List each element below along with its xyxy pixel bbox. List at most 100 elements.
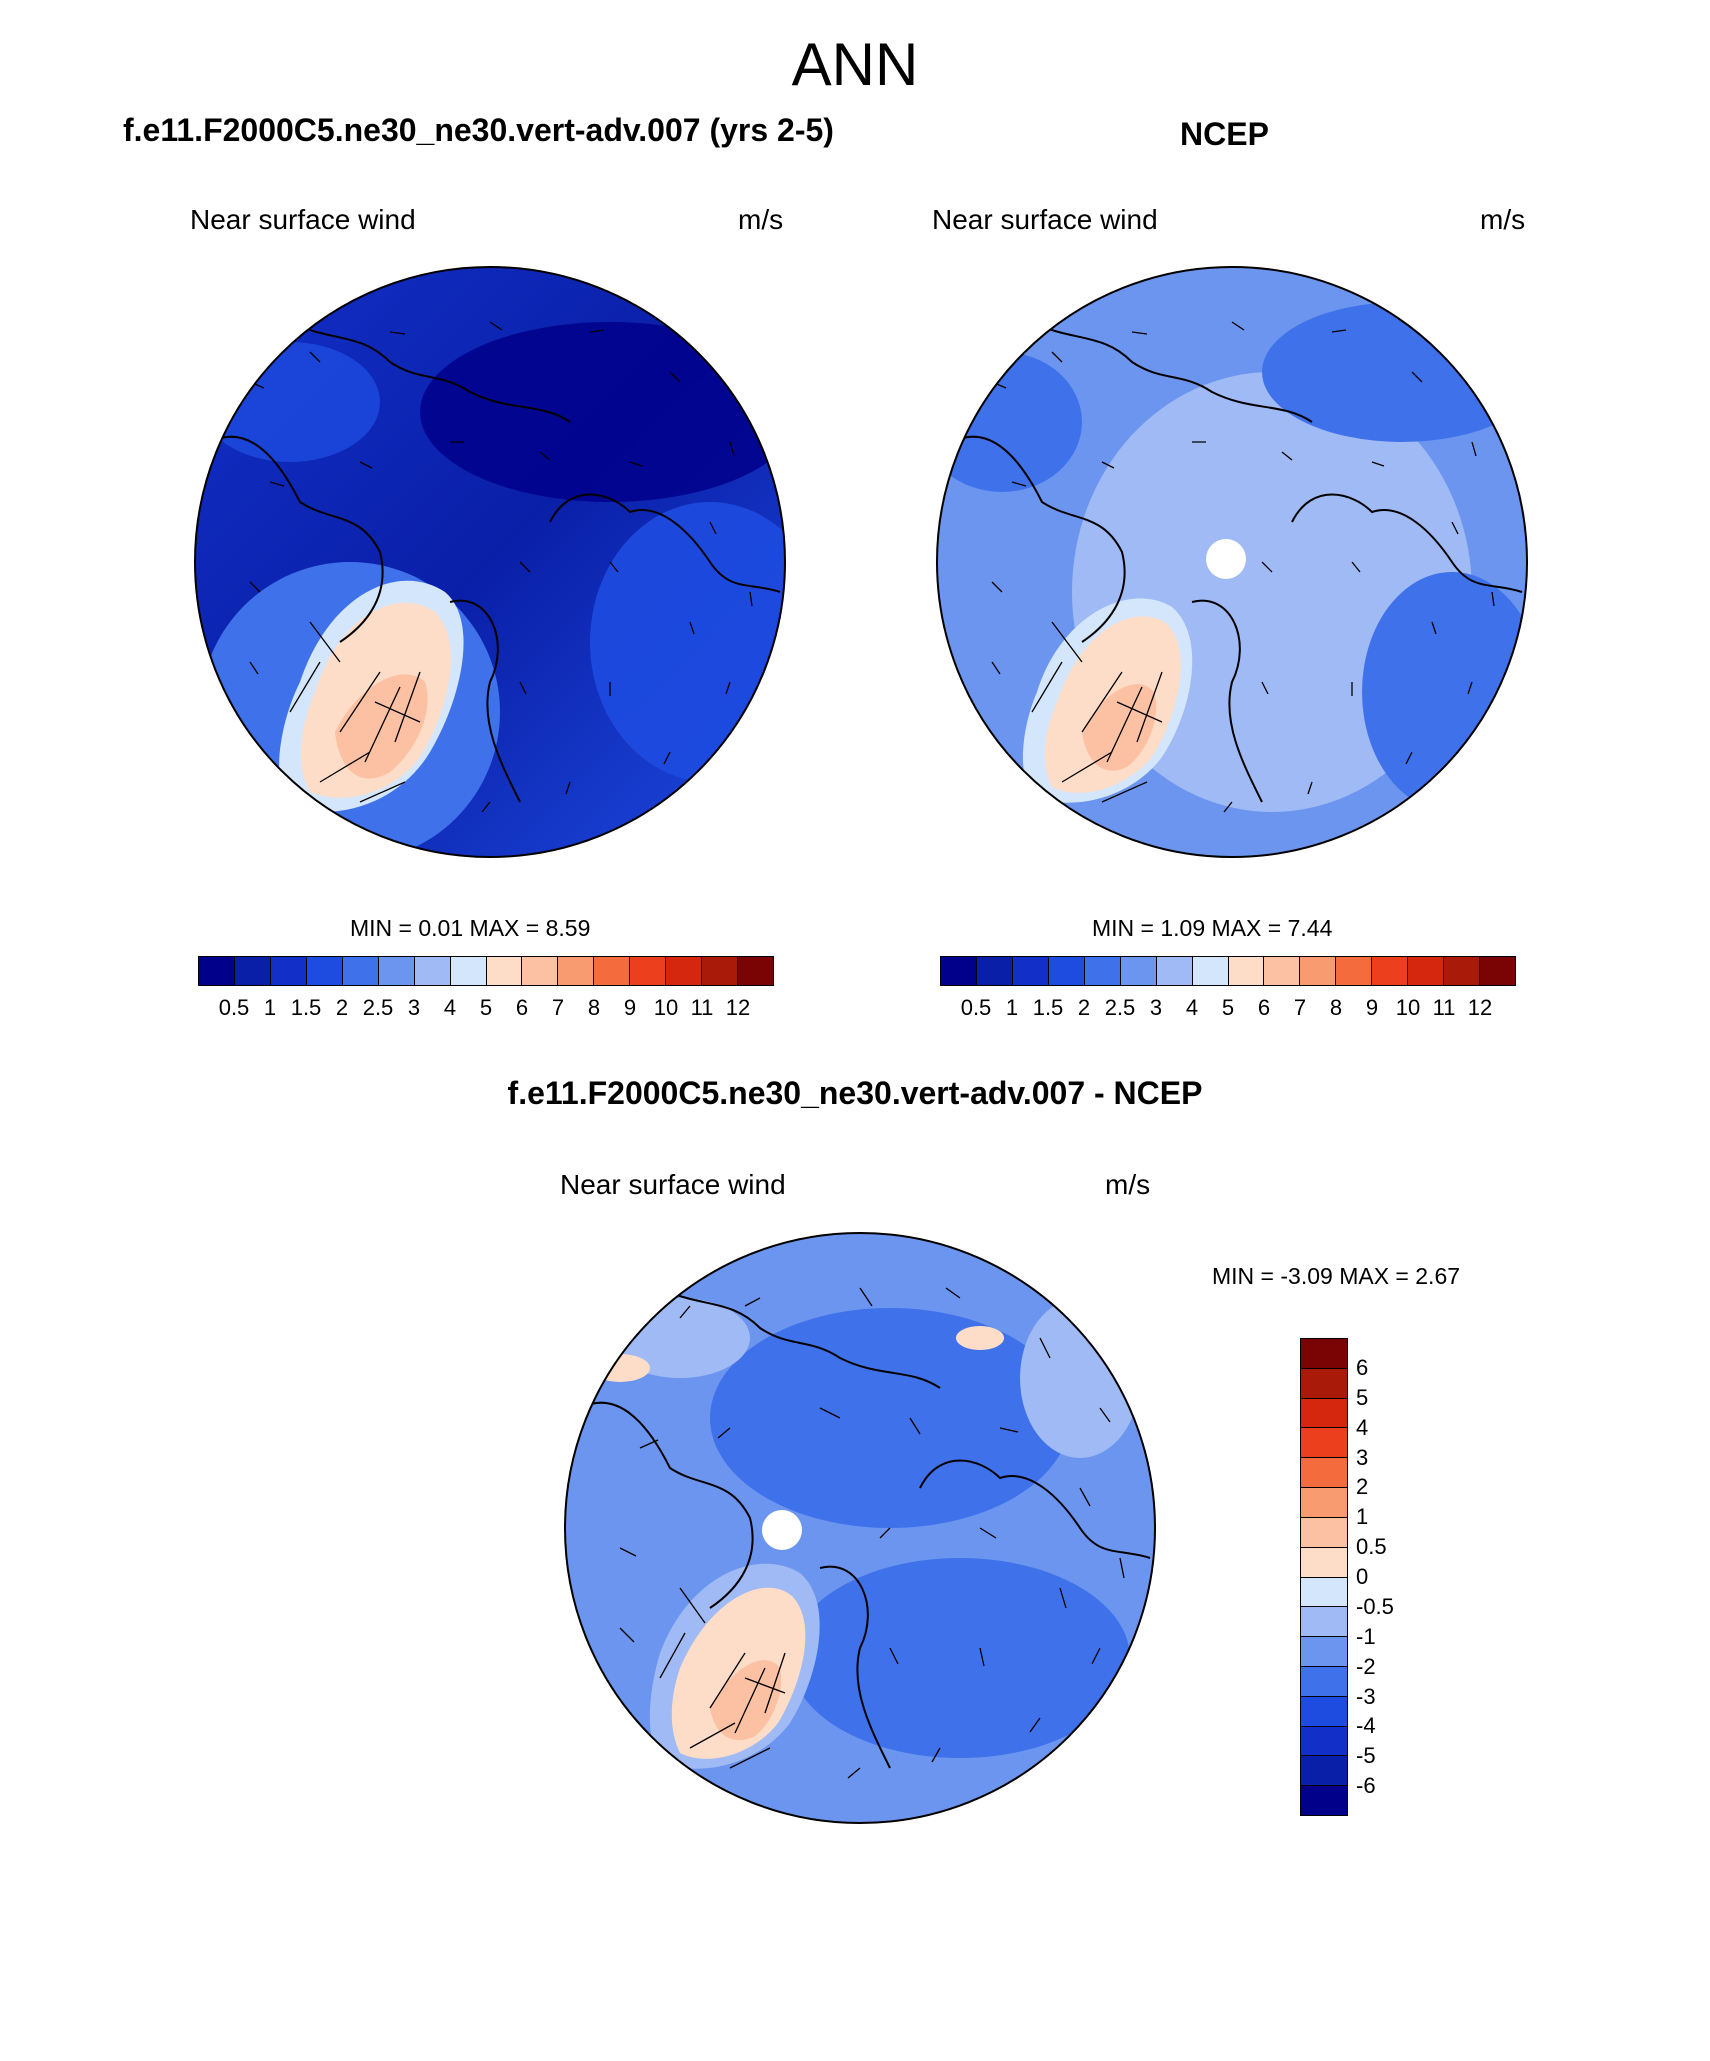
colorbar-segment [1480,957,1515,985]
diff-min-label: MIN = [1212,1263,1281,1289]
ncep-max-value: 7.44 [1287,915,1333,941]
colorbar-tick-label: 4 [1356,1414,1369,1440]
colorbar-segment [1336,957,1373,985]
diff-eastern-region [1020,1298,1140,1458]
colorbar-tick-label: 5 [1356,1384,1369,1410]
ncep-min-value: 1.09 [1160,915,1206,941]
colorbar-segment [414,957,451,985]
diff-map-boundary [564,1232,1156,1824]
model-max-label: MAX = [469,915,546,941]
colorbar-tick-label: -1 [1356,1623,1376,1649]
colorbar-tick-label: 8 [587,995,601,1020]
colorbar-tick-label: 10 [653,995,679,1020]
colorbar-segment [1301,1637,1347,1667]
colorbar-segment [450,957,487,985]
diff-positive-patch-2 [956,1326,1004,1350]
colorbar-tick-label: 1.5 [290,995,322,1020]
ncep-panel-title: NCEP [1180,116,1269,152]
colorbar-tick-label: 0.5 [218,995,250,1020]
colorbar-segment [1048,957,1085,985]
model-minmax: MIN = 0.01 MAX = 8.59 [350,914,590,942]
colorbar-segment [486,957,523,985]
ncep-variable-label: Near surface wind [932,204,1158,235]
colorbar-segment [1156,957,1193,985]
colorbar-segment [1301,1517,1347,1548]
colorbar-segment [1301,1368,1347,1399]
colorbar-segment [1012,957,1049,985]
colorbar-tick-label: 6 [1257,995,1271,1020]
ncep-pole-hole [1206,539,1246,579]
colorbar-tick-label: 2.5 [1104,995,1136,1020]
colorbar-segment [1301,1547,1347,1578]
ncep-map-boundary [936,266,1528,858]
ncep-greenland-max [1082,684,1157,771]
diff-units-label: m/s [1105,1169,1151,1200]
colorbar-segment [1084,957,1121,985]
ncep-colorbar [940,956,1516,986]
colorbar-segment [1301,1786,1347,1815]
colorbar-segment [630,957,667,985]
colorbar-tick-label: 0 [1356,1564,1369,1589]
ncep-wind-vectors [991,321,1495,813]
colorbar-segment [594,957,631,985]
colorbar-segment [522,957,559,985]
model-wind-vectors [249,321,753,813]
colorbar-tick-label: -6 [1356,1773,1376,1799]
colorbar-segment [1408,957,1445,985]
colorbar-segment [1301,1726,1347,1757]
colorbar-segment [306,957,343,985]
colorbar-tick-label: 2.5 [362,995,394,1020]
colorbar-tick-label: 4 [443,995,457,1020]
colorbar-tick-label: 3 [407,995,421,1020]
colorbar-tick-label: 12 [1467,995,1493,1020]
model-variable-label: Near surface wind [190,204,416,235]
colorbar-segment [1192,957,1229,985]
colorbar-segment [1301,1577,1347,1608]
colorbar-segment [738,957,773,985]
colorbar-segment [558,957,595,985]
model-min-label: MIN = [350,915,419,941]
model-max-value: 8.59 [545,915,591,941]
diff-colorbar [1300,1338,1348,1816]
colorbar-tick-label: 1 [1005,995,1019,1020]
model-coastlines [209,321,781,803]
colorbar-tick-label: -2 [1356,1653,1376,1679]
colorbar-segment [1372,957,1409,985]
colorbar-segment [1120,957,1157,985]
colorbar-tick-label: 2 [335,995,349,1020]
colorbar-tick-label: 6 [1356,1354,1369,1380]
colorbar-tick-label: 5 [479,995,493,1020]
diff-greenland-max [710,1660,782,1741]
colorbar-tick-label: -5 [1356,1743,1376,1769]
colorbar-segment [941,957,977,985]
diff-min-value: -3.09 [1280,1263,1333,1289]
colorbar-segment [342,957,379,985]
diff-minmax: MIN = -3.09 MAX = 2.67 [1212,1262,1460,1290]
colorbar-tick-label: 3 [1149,995,1163,1020]
diff-arctic-negative-region [710,1308,1070,1528]
ncep-min-label: MIN = [1092,915,1161,941]
colorbar-segment [1301,1339,1347,1369]
figure-title: ANN [791,31,919,98]
diff-pacific-negative-region [790,1558,1130,1758]
colorbar-segment [1301,1607,1347,1638]
model-units-label: m/s [738,204,784,235]
colorbar-tick-label: 7 [1293,995,1307,1020]
diff-positive-patch [590,1354,650,1382]
ncep-polar-map [936,266,1528,858]
colorbar-tick-label: 2 [1356,1474,1369,1500]
ncep-max-label: MAX = [1211,915,1288,941]
model-arctic-low-wind-region [420,322,785,502]
diff-panel-title: f.e11.F2000C5.ne30_ne30.vert-adv.007 - N… [507,1075,1203,1111]
colorbar-tick-label: 11 [1432,995,1456,1020]
colorbar-segment [270,957,307,985]
colorbar-segment [1301,1398,1347,1429]
model-panel-title: f.e11.F2000C5.ne30_ne30.vert-adv.007 (yr… [123,112,834,148]
colorbar-tick-label: 8 [1329,995,1343,1020]
model-colorbar [198,956,774,986]
diff-coastlines [579,1287,1151,1769]
colorbar-tick-label: 2 [1077,995,1091,1020]
colorbar-segment [1301,1756,1347,1787]
colorbar-tick-label: 0.5 [1356,1534,1387,1560]
colorbar-tick-label: 9 [1365,995,1379,1020]
